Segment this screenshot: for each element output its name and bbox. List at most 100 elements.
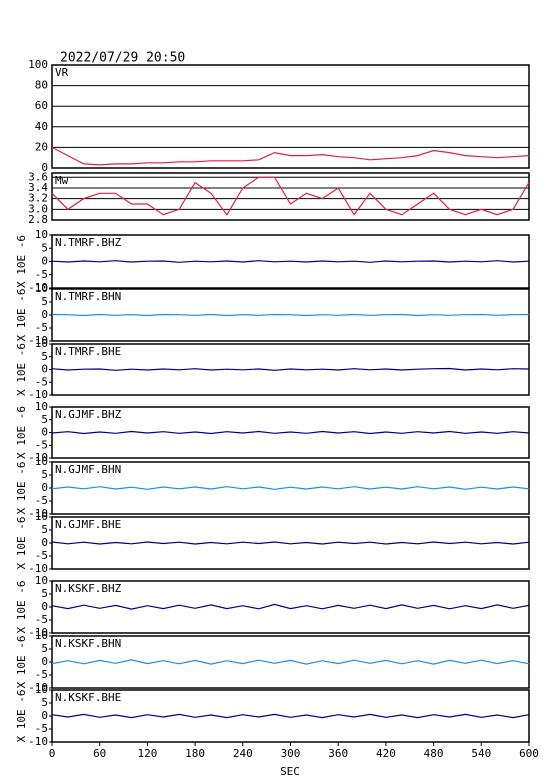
series-line [51, 603, 530, 610]
y-tick-label: -5 [35, 549, 48, 562]
series-label: N.TMRF.BHN [55, 290, 121, 303]
y-tick-label: -10 [28, 388, 48, 401]
chart-title: 2022/07/29 20:50 [60, 51, 185, 66]
y-tick-label: 80 [35, 79, 48, 92]
x-tick-label: 120 [137, 747, 157, 760]
y-tick-label: 10 [35, 228, 48, 241]
x-tick-label: 420 [376, 747, 396, 760]
y-tick-label: -10 [28, 735, 48, 748]
y-tick-label: 5 [41, 696, 48, 709]
y-tick-label: 100 [28, 58, 48, 71]
y-tick-label: 5 [41, 587, 48, 600]
x-tick-label: 180 [185, 747, 205, 760]
y-tick-label: -10 [28, 681, 48, 694]
y-tick-label: -10 [28, 334, 48, 347]
x-tick-label: 300 [281, 747, 301, 760]
x-tick-label: 0 [49, 747, 56, 760]
y-tick-label: 5 [41, 350, 48, 363]
series-label: N.GJMF.BHZ [55, 408, 122, 421]
series-line [51, 313, 530, 317]
y-tick-label: 0 [41, 481, 48, 494]
y-tick-label: 5 [41, 642, 48, 655]
y-tick-label: -10 [28, 281, 48, 294]
y-tick-label: -5 [35, 668, 48, 681]
y-tick-label: 0 [41, 255, 48, 268]
series-line [51, 486, 530, 490]
y-tick-label: -10 [28, 562, 48, 575]
y-tick-label: -10 [28, 626, 48, 639]
y-tick-label: -5 [35, 494, 48, 507]
series-line [51, 713, 530, 719]
y-tick-label: 3.6 [28, 170, 48, 183]
y-tick-label: 10 [35, 574, 48, 587]
y-axis-label: X 10E -6 [15, 289, 28, 342]
y-axis-label: X 10E -6 [15, 581, 28, 634]
y-tick-label: 0 [41, 308, 48, 321]
y-tick-label: 10 [35, 400, 48, 413]
y-tick-label: -5 [35, 438, 48, 451]
y-tick-label: 5 [41, 295, 48, 308]
y-tick-label: -10 [28, 451, 48, 464]
series-line [51, 146, 530, 166]
y-tick-label: 0 [41, 536, 48, 549]
y-axis-label: X 10E -6 [15, 462, 28, 515]
series-label: N.KSKF.BHZ [55, 582, 122, 595]
y-tick-label: 3.2 [28, 192, 48, 205]
x-tick-label: 480 [424, 747, 444, 760]
series-line [51, 430, 530, 435]
y-tick-label: 60 [35, 99, 48, 112]
x-tick-label: 240 [233, 747, 253, 760]
y-axis-label: X 10E -6 [15, 690, 28, 743]
y-tick-label: 5 [41, 413, 48, 426]
y-tick-label: 3.0 [28, 202, 48, 215]
series-line [51, 260, 530, 263]
x-tick-label: 600 [519, 747, 539, 760]
y-tick-label: 0 [41, 363, 48, 376]
y-tick-label: 0 [41, 426, 48, 439]
series-line [51, 541, 530, 545]
series-label: N.GJMF.BHE [55, 518, 121, 531]
series-line [51, 176, 530, 216]
series-label: N.TMRF.BHZ [55, 236, 122, 249]
series-label: N.TMRF.BHE [55, 345, 121, 358]
y-tick-label: 20 [35, 140, 48, 153]
series-line [51, 367, 530, 371]
series-label: Mw [55, 174, 69, 187]
y-tick-label: 5 [41, 523, 48, 536]
panel-frame [51, 64, 530, 169]
y-tick-label: 40 [35, 120, 48, 133]
y-tick-label: 5 [41, 468, 48, 481]
y-tick-label: 10 [35, 683, 48, 696]
y-axis-label: X 10E -6 [15, 636, 28, 689]
y-tick-label: -10 [28, 507, 48, 520]
y-tick-label: -5 [35, 375, 48, 388]
y-tick-label: -5 [35, 722, 48, 735]
y-axis-label: X 10E -6 [15, 517, 28, 570]
y-tick-label: 5 [41, 241, 48, 254]
series-line [51, 659, 530, 665]
y-tick-label: 2.8 [28, 213, 48, 226]
x-tick-label: 360 [328, 747, 348, 760]
y-tick-label: 10 [35, 629, 48, 642]
y-tick-label: -5 [35, 613, 48, 626]
series-label: N.KSKF.BHN [55, 637, 121, 650]
y-tick-label: -5 [35, 268, 48, 281]
x-axis-label: SEC [280, 765, 300, 778]
y-tick-label: 0 [41, 600, 48, 613]
y-tick-label: 10 [35, 337, 48, 350]
series-label: N.KSKF.BHE [55, 691, 121, 704]
y-tick-label: 0 [41, 709, 48, 722]
y-tick-label: 10 [35, 455, 48, 468]
series-label: VR [55, 66, 69, 79]
x-tick-label: 60 [93, 747, 106, 760]
y-tick-label: 3.4 [28, 181, 48, 194]
panel-frame [51, 172, 530, 221]
y-tick-label: -5 [35, 321, 48, 334]
y-axis-label: X 10E -6 [15, 235, 28, 288]
y-axis-label: X 10E -6 [15, 406, 28, 459]
series-label: N.GJMF.BHN [55, 463, 121, 476]
x-tick-label: 540 [471, 747, 491, 760]
y-tick-label: 0 [41, 161, 48, 174]
y-tick-label: 0 [41, 655, 48, 668]
